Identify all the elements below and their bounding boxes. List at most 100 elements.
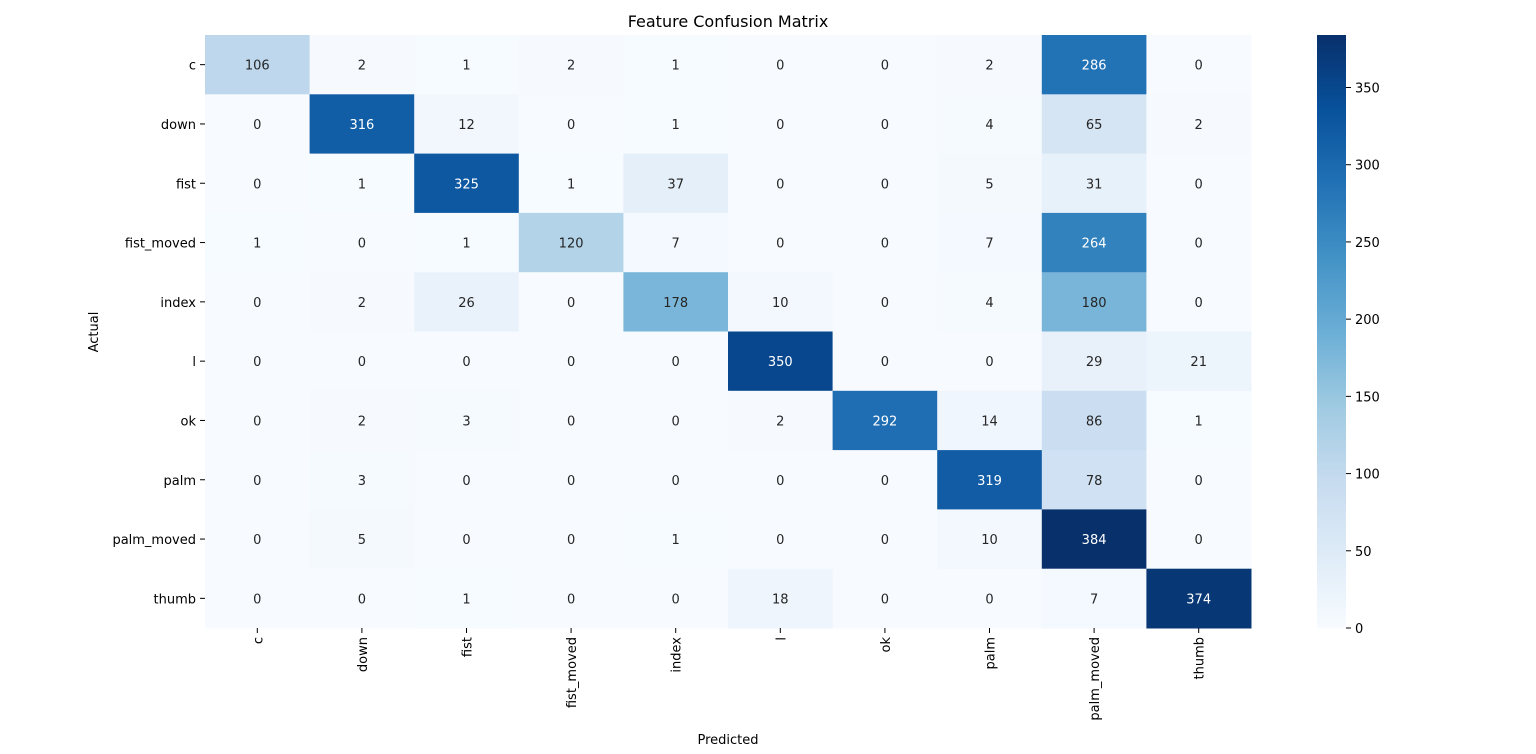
heatmap-cell — [1146, 390, 1252, 451]
heatmap-cell — [518, 212, 624, 273]
chart-title: Feature Confusion Matrix — [628, 12, 829, 31]
cell-value-label: 0 — [358, 592, 366, 607]
cell-value-label: 86 — [1086, 414, 1103, 429]
x-tick-label: fist_moved — [565, 637, 580, 708]
cell-value-label: 4 — [985, 296, 993, 311]
heatmap-cell — [728, 35, 834, 95]
cell-value-label: 21 — [1190, 355, 1207, 370]
x-axis-ticks: c down fist fist_moved index l ok palm palm_move… — [251, 628, 1208, 721]
cell-value-label: 0 — [462, 474, 470, 489]
heatmap-cell — [518, 94, 624, 155]
heatmap-cell — [937, 35, 1043, 95]
cell-value-label: 1 — [1195, 414, 1203, 429]
cell-value-label: 7 — [985, 237, 993, 252]
heatmap-cell — [1041, 212, 1147, 273]
heatmap-cell — [1041, 331, 1147, 392]
cell-value-label: 120 — [559, 237, 584, 252]
cell-value-label: 29 — [1086, 355, 1103, 370]
y-tick-label: palm — [164, 474, 197, 489]
cell-value-label: 292 — [872, 414, 897, 429]
heatmap-cell — [205, 450, 311, 510]
cell-value-label: 178 — [663, 296, 688, 311]
cell-value-label: 1 — [672, 118, 680, 133]
cell-value-label: 2 — [358, 414, 366, 429]
cell-value-label: 7 — [1090, 592, 1098, 607]
cell-value-label: 0 — [881, 533, 889, 548]
cell-value-label: 0 — [462, 533, 470, 548]
heatmap-cell — [832, 390, 938, 451]
cell-value-label: 1 — [672, 59, 680, 74]
heatmap-cell — [414, 153, 520, 214]
cell-value-label: 0 — [985, 355, 993, 370]
y-tick-label: ok — [181, 414, 197, 429]
cell-value-label: 0 — [253, 414, 261, 429]
cell-value-label: 0 — [253, 296, 261, 311]
heatmap-cell — [309, 509, 415, 570]
heatmap-cell — [309, 450, 415, 510]
cell-value-label: 65 — [1086, 118, 1103, 133]
cell-value-label: 0 — [881, 592, 889, 607]
heatmap-cell — [1146, 568, 1252, 629]
y-tick-label: c — [189, 59, 196, 74]
colorbar-tick-label: 200 — [1355, 313, 1380, 328]
heatmap-cell — [205, 331, 311, 392]
cell-value-label: 0 — [672, 414, 680, 429]
colorbar-tick-label: 0 — [1355, 622, 1363, 637]
x-tick-label: ok — [879, 637, 894, 653]
heatmap-cell — [205, 94, 311, 155]
heatmap-cell — [518, 35, 624, 95]
cell-value-label: 37 — [667, 177, 684, 192]
cell-value-label: 0 — [776, 59, 784, 74]
y-tick-label: palm_moved — [112, 533, 196, 548]
cell-value-label: 10 — [772, 296, 789, 311]
heatmap-cell — [832, 568, 938, 629]
heatmap-cell — [937, 94, 1043, 155]
heatmap-cells — [205, 35, 1252, 629]
cell-value-label: 0 — [358, 355, 366, 370]
cell-value-label: 0 — [776, 474, 784, 489]
colorbar-tick-label: 100 — [1355, 468, 1380, 483]
heatmap-cell — [414, 272, 520, 332]
cell-value-label: 0 — [253, 474, 261, 489]
heatmap-cell — [518, 153, 624, 214]
heatmap-cell — [414, 212, 520, 273]
heatmap-cell — [414, 450, 520, 510]
cell-value-label: 0 — [567, 474, 575, 489]
heatmap-cell — [937, 568, 1043, 629]
cell-value-label: 0 — [567, 414, 575, 429]
cell-value-label: 1 — [672, 533, 680, 548]
cell-value-label: 0 — [881, 355, 889, 370]
x-tick-label: thumb — [1193, 637, 1208, 680]
cell-value-label: 0 — [462, 355, 470, 370]
heatmap-cell — [623, 450, 729, 510]
heatmap-cell — [1146, 331, 1252, 392]
cell-value-label: 1 — [462, 237, 470, 252]
y-tick-label: fist — [176, 177, 196, 192]
heatmap-cell — [1146, 509, 1252, 570]
heatmap-cell — [205, 272, 311, 332]
cell-value-label: 0 — [881, 177, 889, 192]
heatmap-cell — [1146, 94, 1252, 155]
cell-value-label: 0 — [1195, 237, 1203, 252]
x-tick-label: c — [251, 637, 266, 644]
heatmap-cell — [623, 509, 729, 570]
cell-value-label: 2 — [776, 414, 784, 429]
cell-value-label: 264 — [1082, 237, 1107, 252]
heatmap-cell — [832, 94, 938, 155]
colorbar — [1317, 35, 1346, 628]
cell-value-label: 0 — [1195, 474, 1203, 489]
cell-value-label: 0 — [776, 118, 784, 133]
cell-value-label: 14 — [981, 414, 998, 429]
heatmap-cell — [518, 450, 624, 510]
y-axis-label: Actual — [87, 312, 102, 353]
heatmap-cell — [205, 390, 311, 451]
cell-value-label: 350 — [768, 355, 793, 370]
cell-value-label: 0 — [985, 592, 993, 607]
cell-value-label: 0 — [776, 237, 784, 252]
cell-value-label: 0 — [672, 592, 680, 607]
cell-value-label: 0 — [672, 355, 680, 370]
heatmap-cell — [1041, 272, 1147, 332]
heatmap-cell — [1146, 153, 1252, 214]
heatmap-cell — [728, 509, 834, 570]
